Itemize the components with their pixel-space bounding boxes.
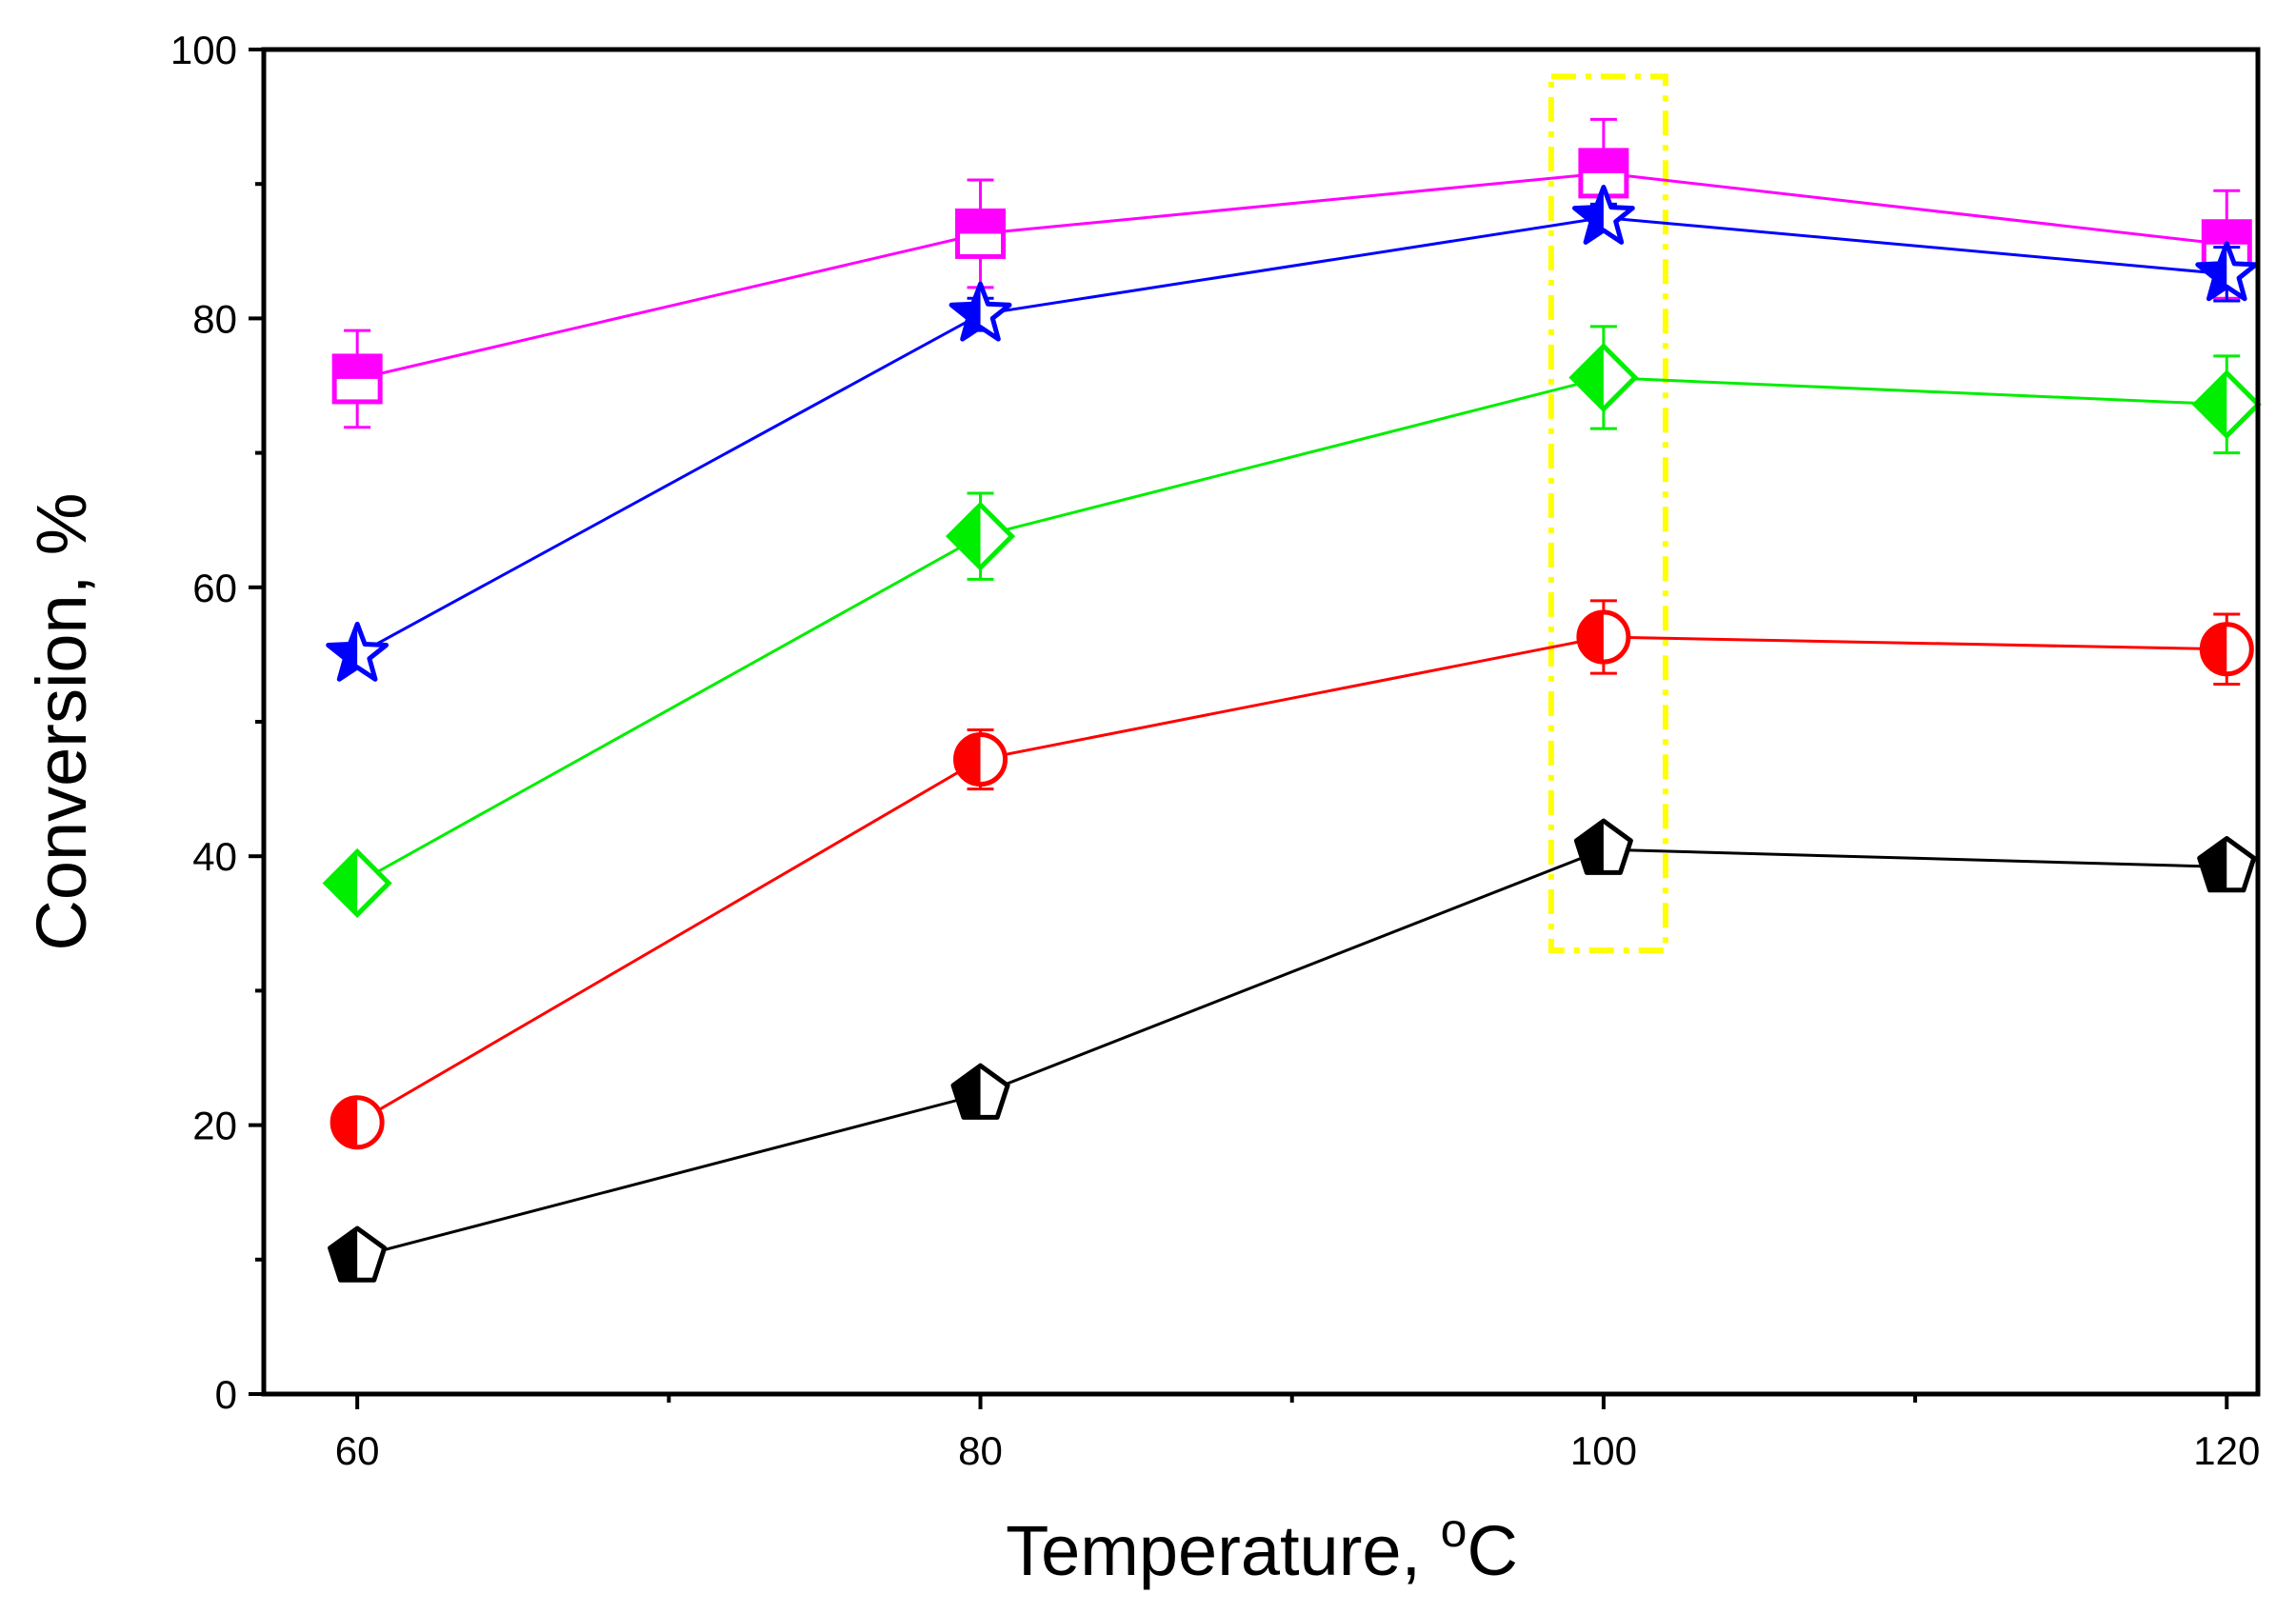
- x-axis-title-degree: o: [1441, 1504, 1467, 1557]
- x-axis-title-text: Temperature,: [1006, 1511, 1441, 1590]
- data-point: [2199, 622, 2254, 677]
- axis-layer: 60 80 100 120 0 20 40 60 80 100: [170, 28, 2260, 1473]
- y-tick-label: 60: [192, 566, 237, 610]
- series-line: [356, 635, 2227, 1125]
- data-point: [1568, 342, 1639, 413]
- y-axis-title: Conversion, %: [22, 492, 101, 950]
- data-point: [322, 847, 392, 918]
- data-point: [953, 732, 1008, 787]
- marker-fill: [951, 284, 1009, 339]
- y-tick-label: 100: [170, 28, 237, 72]
- y-tick-label: 40: [192, 834, 237, 879]
- data-point: [1576, 609, 1631, 665]
- marker-fill: [1578, 612, 1604, 663]
- x-tick-label: 60: [335, 1428, 380, 1473]
- y-tick-label: 0: [215, 1372, 237, 1417]
- series-red-circle: [329, 599, 2254, 1150]
- x-tick-label: 100: [1570, 1428, 1637, 1473]
- series-blue-star: [326, 185, 2259, 682]
- marker-fill: [1571, 346, 1604, 409]
- series-magenta-square: [331, 117, 2252, 429]
- data-point: [1573, 818, 1633, 875]
- marker-fill: [2198, 244, 2256, 299]
- marker-fill: [948, 505, 981, 568]
- series-green-diamond: [322, 325, 2262, 918]
- data-point: [328, 1225, 388, 1283]
- marker-fill: [332, 1097, 358, 1147]
- marker-fill: [955, 734, 981, 785]
- x-axis-title-unit: C: [1467, 1511, 1517, 1590]
- series-black-pentagon: [328, 818, 2257, 1283]
- marker-fill: [2202, 624, 2227, 674]
- marker-fill: [1575, 188, 1633, 243]
- series-line: [356, 375, 2227, 885]
- marker-fill: [326, 851, 358, 915]
- data-point: [2195, 241, 2259, 302]
- data-point: [331, 353, 383, 405]
- series-line: [356, 215, 2227, 656]
- y-tick-label: 20: [192, 1104, 237, 1148]
- data-point: [948, 281, 1012, 342]
- y-tick-label: 80: [192, 296, 237, 341]
- marker-fill: [1580, 149, 1627, 173]
- series-line: [356, 847, 2227, 1259]
- data-point: [326, 621, 389, 682]
- series-layer: [322, 117, 2262, 1283]
- x-axis-title: Temperature, oC: [1006, 1504, 1518, 1590]
- data-point: [945, 501, 1016, 571]
- marker-fill: [2204, 221, 2250, 245]
- x-tick-label: 80: [958, 1428, 1003, 1473]
- data-point: [2191, 369, 2262, 440]
- marker-fill: [334, 355, 381, 379]
- highlight-box-layer: [1547, 73, 1668, 954]
- x-tick-label: 120: [2193, 1428, 2260, 1473]
- data-point: [950, 1063, 1010, 1120]
- data-point: [955, 208, 1007, 259]
- marker-fill: [2195, 372, 2227, 436]
- marker-fill: [329, 624, 387, 679]
- data-point: [2197, 836, 2257, 893]
- series-line: [356, 171, 2227, 381]
- marker-fill: [957, 210, 1004, 234]
- data-point: [1572, 185, 1635, 245]
- data-point: [329, 1095, 385, 1150]
- highlight-box: [1547, 73, 1668, 954]
